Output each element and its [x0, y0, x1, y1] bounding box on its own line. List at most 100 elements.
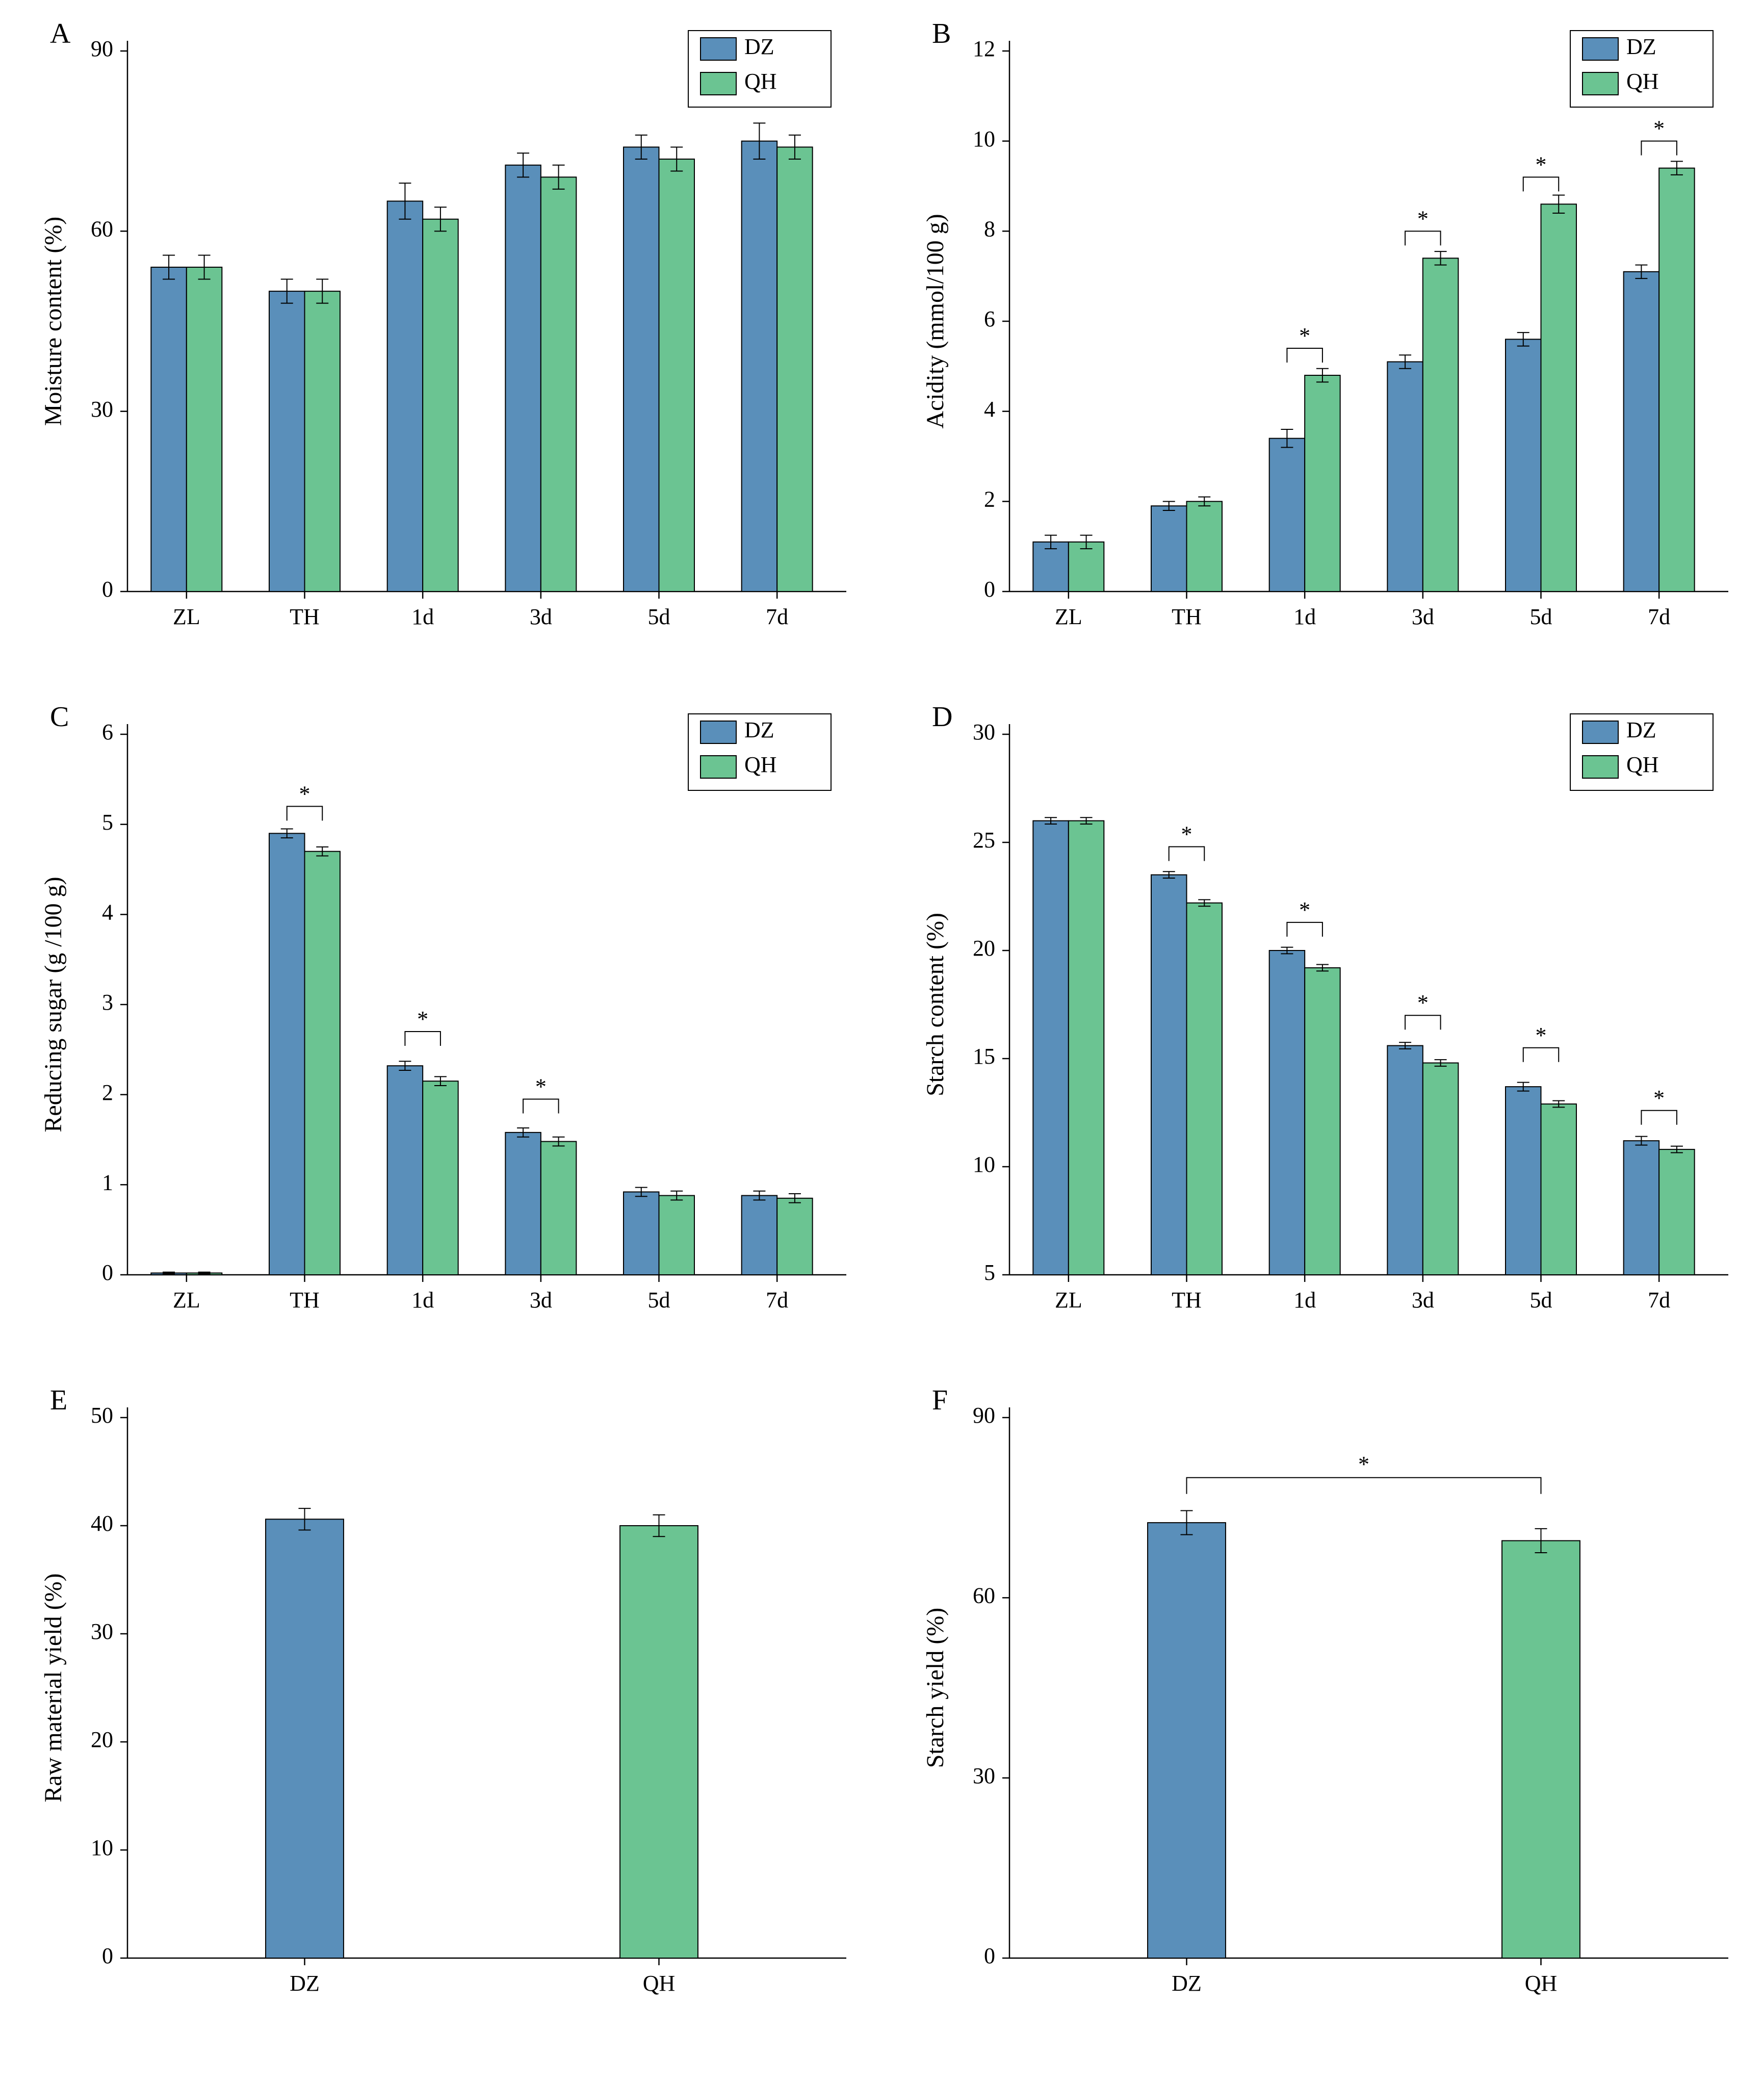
bar-QH [1659, 168, 1695, 592]
legend-label-DZ: DZ [1626, 717, 1656, 742]
y-axis-label: Acidity (mmol/100 g) [922, 214, 949, 428]
legend-swatch-DZ [1583, 38, 1618, 60]
bar-DZ [1269, 439, 1305, 592]
figure-grid: A0306090Moisture content (%)ZLTH1d3d5d7d… [20, 20, 1744, 2040]
y-tick-label: 6 [102, 719, 113, 744]
y-tick-label: 6 [984, 306, 995, 331]
y-tick-label: 15 [973, 1044, 995, 1069]
sig-bracket [287, 806, 323, 820]
y-tick-label: 12 [973, 36, 995, 61]
bar-QH [777, 1198, 813, 1275]
y-axis-label: Moisture content (%) [40, 217, 67, 426]
legend-swatch-DZ [701, 721, 736, 743]
sig-star: * [1536, 1023, 1547, 1048]
bar-QH [1069, 821, 1104, 1275]
y-tick-label: 60 [973, 1583, 995, 1608]
bar-DZ [1506, 1087, 1541, 1275]
sig-bracket [405, 1032, 440, 1046]
sig-star: * [1653, 116, 1665, 141]
legend-label-QH: QH [1626, 752, 1659, 777]
bar-DZ [505, 1133, 540, 1275]
chart-A: 0306090Moisture content (%)ZLTH1d3d5d7dD… [20, 20, 862, 663]
bar-QH [541, 177, 577, 592]
panel-E: E01020304050Raw material yield (%)DZQH [20, 1387, 862, 2040]
sig-bracket [1523, 177, 1559, 191]
bar-DZ [1624, 1141, 1659, 1275]
bar-DZ [266, 1519, 344, 1958]
y-tick-label: 10 [91, 1835, 113, 1860]
sig-bracket [1187, 1478, 1541, 1494]
y-tick-label: 0 [102, 1260, 113, 1285]
bar-DZ [1624, 272, 1659, 592]
sig-star: * [1181, 821, 1192, 846]
y-tick-label: 40 [91, 1511, 113, 1536]
x-tick-label: ZL [173, 604, 200, 629]
bar-QH [1305, 375, 1340, 592]
y-tick-label: 20 [91, 1727, 113, 1752]
sig-bracket [1641, 1111, 1677, 1125]
bar-DZ [1151, 506, 1187, 592]
bar-QH [1659, 1149, 1695, 1275]
sig-star: * [1417, 990, 1429, 1015]
sig-star: * [1299, 323, 1310, 348]
y-tick-label: 2 [102, 1080, 113, 1105]
legend-swatch-DZ [701, 38, 736, 60]
x-tick-label: TH [290, 604, 320, 629]
y-tick-label: 0 [984, 1943, 995, 1968]
y-axis-label: Reducing sugar (g /100 g) [40, 877, 67, 1132]
y-tick-label: 10 [973, 1152, 995, 1177]
sig-bracket [1169, 846, 1205, 861]
x-tick-label: 3d [530, 1288, 552, 1313]
bar-QH [659, 159, 695, 592]
legend-swatch-DZ [1583, 721, 1618, 743]
chart-F: 0306090Starch yield (%)DZQH* [902, 1387, 1744, 2029]
sig-star: * [1299, 897, 1310, 922]
y-axis-label: Starch content (%) [922, 913, 949, 1096]
panel-F: F0306090Starch yield (%)DZQH* [902, 1387, 1744, 2040]
legend-label-DZ: DZ [744, 717, 774, 742]
bar-DZ [1033, 542, 1068, 592]
x-tick-label: 7d [766, 604, 788, 629]
x-tick-label: QH [1525, 1971, 1558, 1996]
x-tick-label: QH [643, 1971, 676, 1996]
x-tick-label: 7d [1648, 604, 1670, 629]
panel-A: A0306090Moisture content (%)ZLTH1d3d5d7d… [20, 20, 862, 673]
sig-bracket [1405, 1015, 1441, 1030]
bar-QH [541, 1142, 577, 1275]
sig-star: * [417, 1007, 428, 1032]
bar-DZ [1148, 1523, 1226, 1958]
bar-DZ [1387, 362, 1423, 592]
bar-DZ [151, 267, 187, 592]
y-tick-label: 60 [91, 216, 113, 241]
y-tick-label: 90 [973, 1403, 995, 1428]
y-tick-label: 4 [984, 397, 995, 422]
x-tick-label: 3d [1412, 604, 1434, 629]
bar-QH [1187, 903, 1223, 1275]
chart-B: 024681012Acidity (mmol/100 g)ZLTH1d3d5d7… [902, 20, 1744, 663]
y-tick-label: 1 [102, 1170, 113, 1195]
y-tick-label: 5 [984, 1260, 995, 1285]
panel-C: C0123456Reducing sugar (g /100 g)ZLTH1d3… [20, 704, 862, 1356]
legend-label-QH: QH [744, 752, 777, 777]
x-tick-label: 1d [1293, 604, 1316, 629]
x-tick-label: DZ [290, 1971, 320, 1996]
legend-swatch-QH [1583, 756, 1618, 778]
bar-QH [423, 1081, 458, 1275]
sig-bracket [523, 1099, 559, 1114]
y-axis-label: Raw material yield (%) [40, 1573, 67, 1802]
bar-DZ [269, 291, 305, 592]
sig-star: * [1358, 1452, 1369, 1477]
panel-letter-F: F [932, 1384, 948, 1417]
x-tick-label: ZL [1055, 1288, 1082, 1313]
y-axis-label: Starch yield (%) [922, 1608, 949, 1768]
legend-swatch-QH [701, 756, 736, 778]
bar-QH [777, 147, 813, 592]
panel-letter-C: C [50, 701, 69, 733]
legend-swatch-QH [701, 72, 736, 95]
bar-DZ [1033, 821, 1068, 1275]
bar-DZ [269, 833, 305, 1275]
bar-DZ [1269, 950, 1305, 1275]
bar-QH [1541, 204, 1577, 592]
y-tick-label: 10 [973, 126, 995, 151]
bar-DZ [505, 165, 540, 592]
